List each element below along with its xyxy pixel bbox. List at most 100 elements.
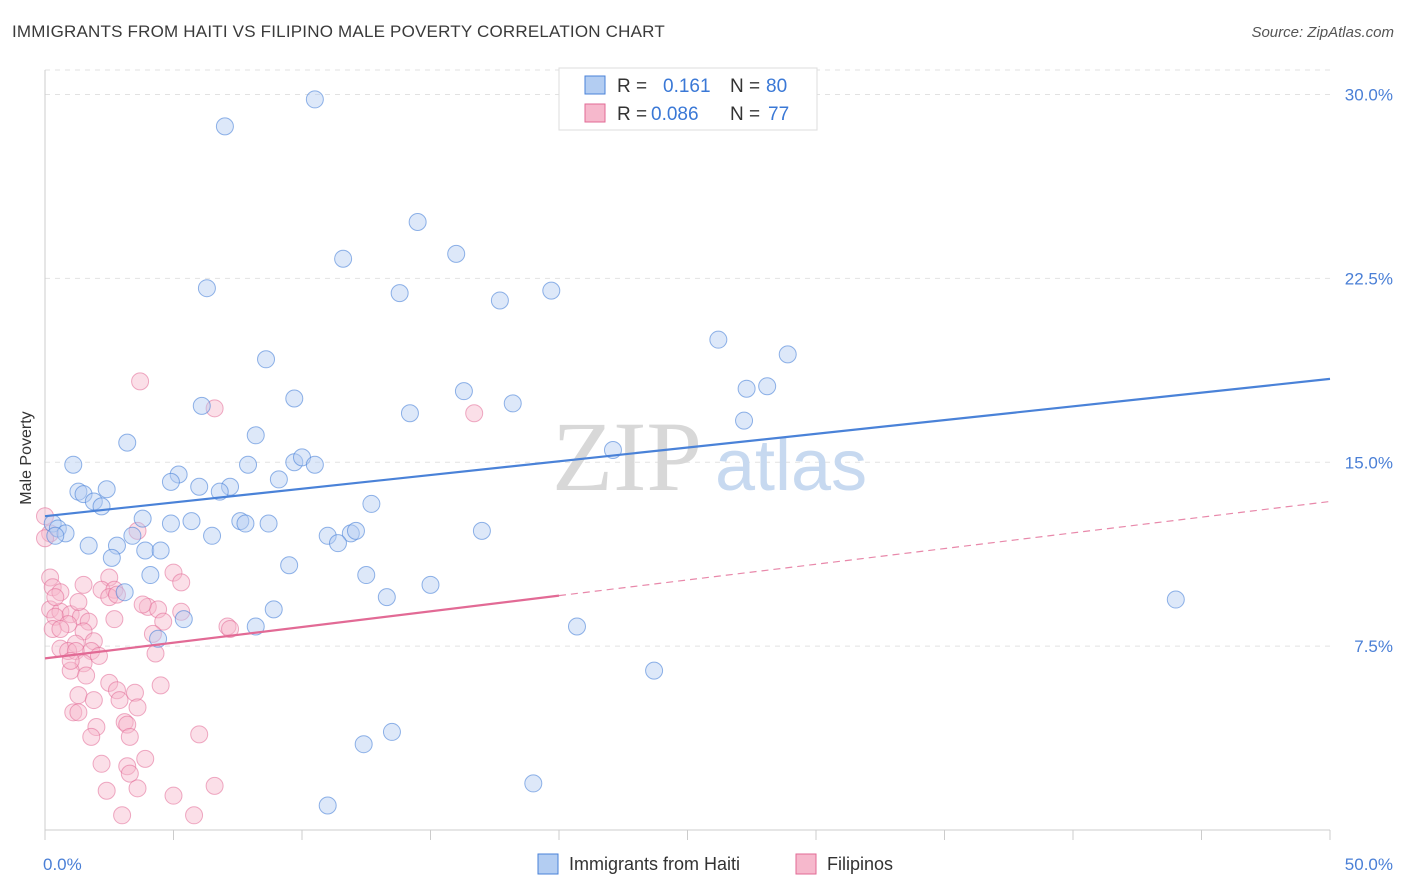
haiti-point [758,377,777,396]
haiti-point [97,480,116,499]
haiti-point [221,477,240,496]
haiti-point [215,117,234,136]
watermark: ZIP atlas [552,401,867,512]
filipino-point [138,597,157,616]
haiti-point [305,90,324,109]
filipino-point [79,612,98,631]
filipino-point [120,727,139,746]
haiti-point [190,477,209,496]
haiti-point [69,482,88,501]
chart-title: IMMIGRANTS FROM HAITI VS FILIPINO MALE P… [12,22,665,41]
haiti-point [257,350,276,369]
stats-r-value-filipino: 0.086 [651,104,699,125]
stats-n-label-filipino: N = [730,104,760,125]
haiti-point [161,472,180,491]
haiti-point [118,433,137,452]
haiti-point [182,512,201,531]
haiti-point [362,494,381,513]
filipino-point [64,703,83,722]
trend-lines [44,377,1331,660]
stats-swatch-filipino [584,103,606,123]
haiti-point [382,722,401,741]
filipino-trend-line [44,594,560,660]
x-tick-label-max: 50.0% [1345,855,1393,874]
filipino-point [84,691,103,710]
haiti-point [115,583,134,602]
y-tick-label: 7.5% [1354,637,1393,656]
stats-r-label-haiti: R = [617,76,647,97]
haiti-point [264,600,283,619]
haiti-point [79,536,98,555]
filipino-point [120,764,139,783]
filipino-point [69,686,88,705]
legend-label-filipino: Filipinos [827,854,893,874]
haiti-point [421,575,440,594]
legend-label-haiti: Immigrants from Haiti [569,854,740,874]
haiti-point [737,379,756,398]
filipino-point [151,676,170,695]
stats-n-value-filipino: 77 [768,104,789,125]
stats-n-label-haiti: N = [730,76,760,97]
filipino-point [205,776,224,795]
haiti-point [46,526,65,545]
haiti-point [203,526,222,545]
haiti-point [709,330,728,349]
watermark-zip: ZIP [552,401,702,512]
filipino-point [97,781,116,800]
haiti-point [318,796,337,815]
filipino-trend-line-extension [558,500,1331,597]
haiti-point [645,661,664,680]
haiti-point [102,548,121,567]
haiti-point [123,526,142,545]
y-tick-labels: 7.5% 15.0% 22.5% 30.0% [1345,86,1393,657]
haiti-point [400,404,419,423]
watermark-atlas: atlas [715,426,867,506]
haiti-point [318,526,337,545]
haiti-point [341,524,360,543]
haiti-point [151,541,170,560]
filipino-point [172,573,191,592]
haiti-point [357,566,376,585]
filipino-point [465,404,484,423]
filipino-point [172,602,191,621]
filipino-point [46,588,65,607]
filipino-point [131,372,150,391]
filipino-point [77,666,96,685]
haiti-point [454,382,473,401]
stats-swatch-haiti [584,75,606,95]
x-tick-label-min: 0.0% [43,855,82,874]
filipino-point [190,725,209,744]
legend: Immigrants from Haiti Filipinos [537,853,893,875]
haiti-point [408,213,427,231]
filipino-point [118,757,137,776]
filipino-point [128,779,147,798]
haiti-point [1166,590,1185,609]
haiti-points [43,90,1185,815]
filipino-point [100,673,119,692]
filipino-point [105,610,124,629]
filipino-point [92,754,111,773]
filipino-point [143,624,162,643]
haiti-point [161,514,180,533]
haiti-point [524,774,543,793]
legend-swatch-haiti [537,853,559,875]
stats-n-value-haiti: 80 [766,76,787,97]
haiti-point [231,512,250,531]
haiti-point [92,497,111,516]
filipino-point [43,619,62,638]
filipino-point [69,703,88,722]
filipino-point [154,612,173,631]
haiti-point [136,541,155,560]
filipino-point [221,619,240,638]
haiti-point [735,411,754,430]
filipino-point [87,718,106,737]
chart-source: Source: ZipAtlas.com [1251,24,1394,41]
haiti-point [169,465,188,484]
filipino-point [146,644,165,663]
filipino-point [113,806,132,825]
filipino-point [164,786,183,805]
haiti-point [778,345,797,364]
y-tick-label: 30.0% [1345,86,1393,105]
haiti-point [64,455,83,474]
haiti-point [447,244,466,263]
